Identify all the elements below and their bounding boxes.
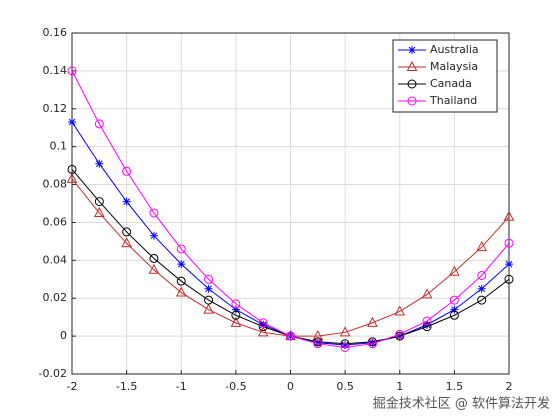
marker xyxy=(505,260,513,269)
legend-label: Canada xyxy=(430,77,472,90)
y-tick-label: 0.06 xyxy=(43,215,68,228)
y-tick-label: 0.14 xyxy=(43,64,68,77)
marker xyxy=(339,326,351,337)
marker xyxy=(477,284,486,293)
marker xyxy=(93,206,105,217)
x-tick-label: -0.5 xyxy=(225,380,246,393)
marker xyxy=(231,299,241,309)
marker xyxy=(121,237,132,248)
marker xyxy=(204,295,214,305)
marker-stroke xyxy=(150,232,158,240)
marker-stroke xyxy=(95,160,103,168)
marker xyxy=(476,241,488,252)
marker xyxy=(422,322,432,332)
y-tick-label: 0.1 xyxy=(50,140,68,153)
x-tick-label: 1 xyxy=(396,380,403,393)
marker xyxy=(122,197,131,206)
y-tick-label: -0.02 xyxy=(39,367,67,380)
watermark: 掘金技术社区 @ 软件算法开发 xyxy=(373,396,550,412)
marker xyxy=(67,66,77,76)
marker xyxy=(176,276,186,286)
marker xyxy=(203,303,214,314)
y-tick-label: 0.16 xyxy=(43,26,68,39)
marker-stroke xyxy=(68,118,76,126)
marker xyxy=(394,305,406,316)
marker xyxy=(477,295,487,305)
marker xyxy=(176,244,186,254)
legend-marker xyxy=(407,79,417,89)
marker-stroke xyxy=(369,339,376,347)
marker xyxy=(149,231,158,240)
plot-frame xyxy=(71,32,510,375)
marker xyxy=(422,316,432,326)
marker-stroke xyxy=(408,46,416,54)
x-tick-label: 0.5 xyxy=(336,380,354,393)
marker xyxy=(204,284,213,293)
marker xyxy=(367,339,377,349)
y-tick-label: 0.02 xyxy=(43,291,68,304)
marker-stroke xyxy=(478,285,486,293)
marker-stroke xyxy=(205,285,212,293)
marker xyxy=(504,274,514,284)
marker xyxy=(95,159,104,168)
y-tick-label: 0 xyxy=(60,329,67,342)
marker xyxy=(175,286,187,297)
legend-marker xyxy=(408,46,416,54)
marker xyxy=(504,238,514,248)
marker xyxy=(230,316,242,327)
x-tick-label: 1.5 xyxy=(446,380,464,393)
marker xyxy=(149,208,159,218)
x-tick-label: 0 xyxy=(287,380,294,393)
marker xyxy=(257,326,269,337)
marker xyxy=(395,329,405,339)
legend-box xyxy=(392,39,498,113)
marker-stroke xyxy=(177,260,185,268)
marker xyxy=(421,288,433,299)
marker xyxy=(503,210,515,221)
x-tick-label: -1.5 xyxy=(116,380,137,393)
marker xyxy=(67,164,77,174)
y-tick-label: 0.08 xyxy=(43,178,68,191)
legend-marker xyxy=(407,96,417,106)
marker xyxy=(477,270,487,280)
marker xyxy=(286,331,295,341)
marker-stroke xyxy=(505,260,513,268)
series-line xyxy=(71,70,510,348)
marker xyxy=(177,260,186,269)
marker xyxy=(148,263,160,274)
legend-label: Australia xyxy=(430,43,479,56)
marker-stroke xyxy=(314,339,322,347)
marker xyxy=(367,316,378,327)
x-tick-label: -2 xyxy=(67,380,78,393)
marker-stroke xyxy=(123,198,130,205)
marker xyxy=(122,166,132,176)
marker xyxy=(258,318,268,328)
marker xyxy=(449,295,459,305)
marker xyxy=(449,265,460,276)
marker xyxy=(313,339,323,349)
marker xyxy=(149,253,159,263)
marker xyxy=(231,310,241,320)
marker xyxy=(94,197,104,207)
legend-marker xyxy=(406,60,418,71)
x-tick-label: -1 xyxy=(176,380,187,393)
marker xyxy=(66,172,78,183)
marker xyxy=(68,118,76,127)
marker xyxy=(340,342,350,352)
marker xyxy=(204,274,214,284)
marker xyxy=(94,119,104,129)
legend-label: Thailand xyxy=(429,94,477,107)
y-tick-label: 0.04 xyxy=(43,253,68,266)
marker xyxy=(449,310,459,320)
marker xyxy=(122,227,132,237)
y-tick-label: 0.12 xyxy=(43,102,68,115)
x-tick-label: 2 xyxy=(506,380,513,393)
legend-label: Malaysia xyxy=(430,60,478,73)
